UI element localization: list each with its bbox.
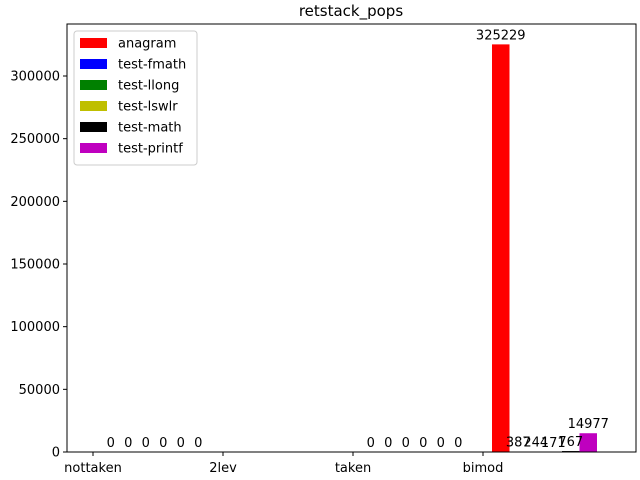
bar-value-label: 767 — [558, 435, 583, 450]
legend-label: test-printf — [118, 142, 183, 157]
bar-value-label: 0 — [384, 436, 392, 451]
bar-value-label: 0 — [454, 436, 462, 451]
bar-value-label: 0 — [177, 436, 185, 451]
bar-value-label: 0 — [367, 436, 375, 451]
bar-value-label: 387 — [506, 436, 531, 451]
x-tick-label: nottaken — [64, 461, 122, 476]
legend-label: test-lswlr — [118, 100, 178, 115]
x-tick-label: taken — [335, 461, 371, 476]
bar-value-label: 0 — [159, 436, 167, 451]
bar-value-label: 14977 — [568, 417, 609, 432]
legend-label: test-llong — [118, 79, 179, 94]
y-tick-label: 150000 — [10, 258, 60, 273]
bar-value-label: 0 — [124, 436, 132, 451]
bar-value-label: 244 — [523, 436, 548, 451]
bar-bimod-anagram — [492, 44, 510, 452]
legend-label: test-math — [118, 121, 182, 136]
bar-value-label: 0 — [107, 436, 115, 451]
legend-swatch — [80, 122, 107, 132]
legend-swatch — [80, 143, 107, 153]
y-tick-label: 50000 — [19, 383, 60, 398]
y-tick-label: 0 — [52, 446, 60, 461]
legend-swatch — [80, 59, 107, 69]
y-tick-label: 100000 — [10, 320, 60, 335]
axes-frame — [66, 23, 637, 453]
y-tick-label: 250000 — [10, 132, 60, 147]
legend: anagram test-fmath test-llong test-lswlr tes… — [73, 30, 198, 166]
bar-value-label: 0 — [194, 436, 202, 451]
bar-value-label: 0 — [402, 436, 410, 451]
bar-value-label: 0 — [142, 436, 150, 451]
legend-swatch — [80, 101, 107, 111]
bar-bimod-test-printf — [579, 433, 597, 452]
x-tick-label: 2lev — [209, 461, 237, 476]
chart-title: retstack_pops — [299, 2, 403, 21]
x-tick-label: bimod — [463, 461, 504, 476]
bar-value-label: 0 — [437, 436, 445, 451]
bar-value-label: 325229 — [476, 28, 526, 43]
y-tick-label: 200000 — [10, 195, 60, 210]
bar-value-label: 0 — [419, 436, 427, 451]
legend-swatch — [80, 38, 107, 48]
axes-layer: 0 50000 100000 150000 200000 250000 300000 nott… — [10, 23, 637, 476]
legend-label: anagram — [118, 37, 176, 52]
y-tick-label: 300000 — [10, 70, 60, 85]
legend-label: test-fmath — [118, 58, 186, 73]
legend-swatch — [80, 80, 107, 90]
bar-value-label: 171 — [541, 436, 566, 451]
